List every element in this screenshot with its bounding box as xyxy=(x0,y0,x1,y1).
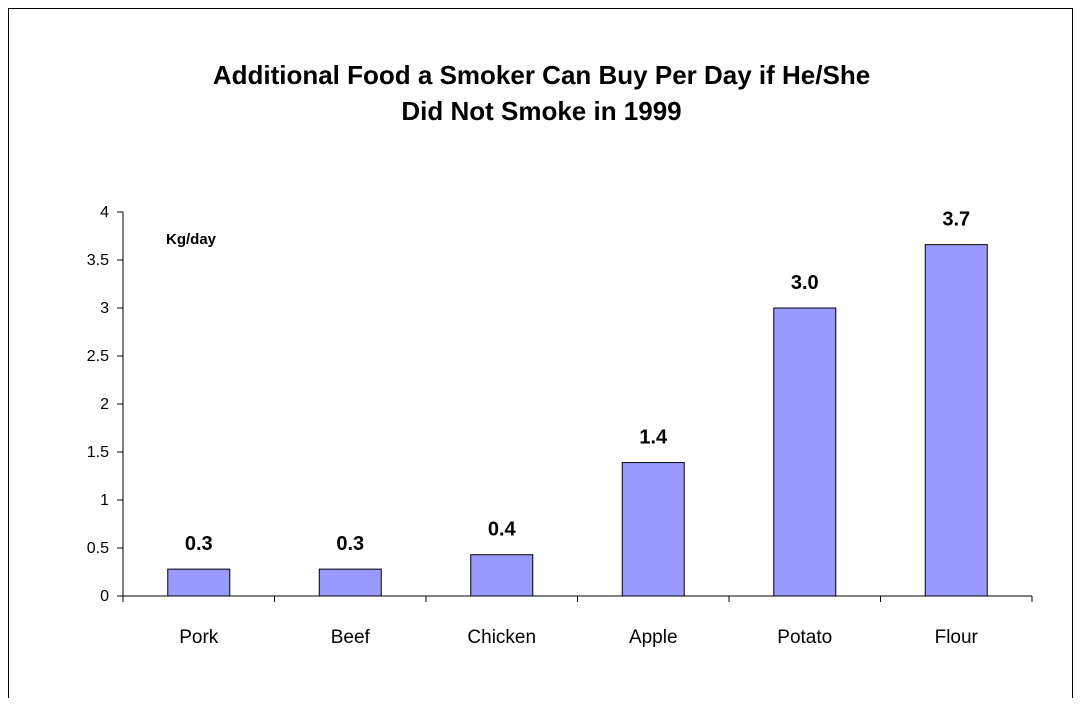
chart-title: Additional Food a Smoker Can Buy Per Day… xyxy=(0,57,1083,129)
data-label-beef: 0.3 xyxy=(336,533,364,555)
x-tick-label: Apple xyxy=(629,627,678,648)
y-tick-label: 2 xyxy=(100,396,109,413)
x-tick-label: Pork xyxy=(179,627,219,648)
data-labels: 0.3 0.3 0.4 1.4 3.0 3.7 xyxy=(185,209,970,555)
bar-pork xyxy=(167,568,231,597)
y-tick-label: 0 xyxy=(100,588,109,605)
unit-label: Kg/day xyxy=(166,231,217,248)
data-label-chicken: 0.4 xyxy=(488,519,517,541)
data-label-apple: 1.4 xyxy=(639,427,668,449)
y-tick-label: 4 xyxy=(100,204,109,221)
bars xyxy=(167,244,988,597)
y-tick-label: 1.5 xyxy=(87,444,109,461)
x-tick-label: Beef xyxy=(331,627,371,648)
y-tick-label: 1 xyxy=(100,492,109,509)
x-tick-label: Chicken xyxy=(467,627,536,648)
chart-title-line-2: Did Not Smoke in 1999 xyxy=(401,96,682,126)
chart-title-line-1: Additional Food a Smoker Can Buy Per Day… xyxy=(212,60,871,90)
bar-apple xyxy=(621,462,685,597)
bar-flour xyxy=(924,244,988,597)
data-label-potato: 3.0 xyxy=(791,272,819,294)
data-label-pork: 0.3 xyxy=(185,533,213,555)
y-tick-label: 0.5 xyxy=(87,540,109,557)
bar-potato xyxy=(773,307,837,597)
y-axis: 0 0.5 1 1.5 2 2.5 3 3.5 4 xyxy=(87,204,124,605)
y-tick-label: 3.5 xyxy=(87,252,109,269)
bar-chicken xyxy=(470,554,534,597)
data-label-flour: 3.7 xyxy=(942,209,970,231)
x-tick-label: Potato xyxy=(777,627,832,648)
x-tick-label: Flour xyxy=(935,627,979,648)
y-tick-label: 3 xyxy=(100,300,109,317)
bar-beef xyxy=(318,568,382,597)
y-tick-label: 2.5 xyxy=(87,348,109,365)
x-axis: Pork Beef Chicken Apple Potato Flour xyxy=(122,595,1033,648)
